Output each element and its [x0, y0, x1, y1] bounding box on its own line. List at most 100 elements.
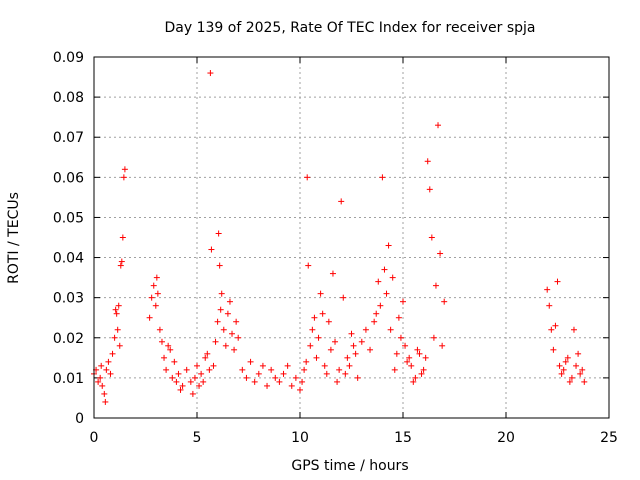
data-point [412, 374, 419, 381]
y-gridlines [94, 96, 609, 379]
data-point [305, 262, 312, 269]
data-point [280, 370, 287, 377]
data-point [118, 258, 125, 265]
data-point [303, 358, 310, 365]
data-point [373, 310, 380, 317]
data-point [173, 378, 180, 385]
data-point [338, 198, 345, 205]
data-point [420, 366, 427, 373]
axis-ticks [93, 56, 610, 419]
data-point [432, 282, 439, 289]
data-point [148, 294, 155, 301]
data-point [435, 122, 442, 129]
y-tick-label: 0.02 [53, 331, 84, 347]
x-tick-label: 20 [497, 430, 515, 446]
data-point [247, 358, 254, 365]
data-point [350, 342, 357, 349]
data-point [299, 378, 306, 385]
data-point [112, 306, 119, 313]
data-point [552, 322, 559, 329]
data-point [579, 366, 586, 373]
data-point [156, 326, 163, 333]
data-point [414, 346, 421, 353]
data-point [385, 242, 392, 249]
data-point [272, 374, 279, 381]
data-point [264, 382, 271, 389]
data-point [560, 366, 567, 373]
data-point [206, 366, 213, 373]
y-tick-label: 0.04 [53, 251, 84, 267]
y-tick-label: 0.05 [53, 210, 84, 226]
data-point [183, 366, 190, 373]
data-point [566, 378, 573, 385]
data-point [198, 370, 205, 377]
data-point [408, 362, 415, 369]
data-point [161, 354, 168, 361]
data-point [212, 338, 219, 345]
data-point [332, 338, 339, 345]
data-point [208, 246, 215, 253]
x-axis-label: GPS time / hours [291, 458, 408, 474]
data-point [220, 326, 227, 333]
data-point [309, 326, 316, 333]
data-point [577, 370, 584, 377]
data-point [358, 338, 365, 345]
data-point [340, 294, 347, 301]
x-tick-label: 0 [90, 430, 99, 446]
data-point [109, 350, 116, 357]
data-point [187, 378, 194, 385]
x-tick-label: 15 [394, 430, 412, 446]
data-point [207, 70, 214, 77]
data-point [329, 270, 336, 277]
data-point [581, 378, 588, 385]
data-point [114, 326, 121, 333]
data-point [202, 354, 209, 361]
data-point [313, 354, 320, 361]
data-point [319, 310, 326, 317]
data-point [389, 274, 396, 281]
data-point [215, 230, 222, 237]
data-point [216, 262, 223, 269]
data-point [439, 342, 446, 349]
data-point [111, 334, 118, 341]
data-point [210, 362, 217, 369]
data-point [342, 370, 349, 377]
y-tick-label: 0.08 [53, 90, 84, 106]
data-point [321, 362, 328, 369]
data-point [171, 358, 178, 365]
data-point [284, 362, 291, 369]
data-point [317, 290, 324, 297]
data-point [98, 362, 105, 369]
data-point [327, 346, 334, 353]
data-point [437, 250, 444, 257]
y-tick-label: 0.03 [53, 291, 84, 307]
data-point [200, 378, 207, 385]
data-point [375, 278, 382, 285]
data-point [103, 366, 110, 373]
data-point [416, 350, 423, 357]
data-point [383, 290, 390, 297]
data-point [297, 386, 303, 393]
data-point [146, 314, 153, 321]
data-point [344, 354, 351, 361]
data-point [217, 306, 224, 313]
data-point [334, 378, 341, 385]
x-tick-labels: 0 5 10 15 20 25 [90, 430, 618, 446]
data-point [325, 318, 332, 325]
data-point [430, 334, 437, 341]
data-point [158, 338, 165, 345]
data-point [214, 318, 221, 325]
data-point [352, 350, 359, 357]
data-point [102, 398, 109, 405]
y-axis-label: ROTI / TECUs [6, 192, 22, 284]
data-point [354, 374, 361, 381]
data-point [117, 262, 124, 269]
data-point [307, 342, 314, 349]
data-point [402, 342, 409, 349]
data-point [311, 314, 318, 321]
x-tick-label: 5 [193, 430, 202, 446]
chart-title: Day 139 of 2025, Rate Of TEC Index for r… [164, 20, 535, 36]
data-point [163, 366, 170, 373]
data-point [406, 354, 413, 361]
